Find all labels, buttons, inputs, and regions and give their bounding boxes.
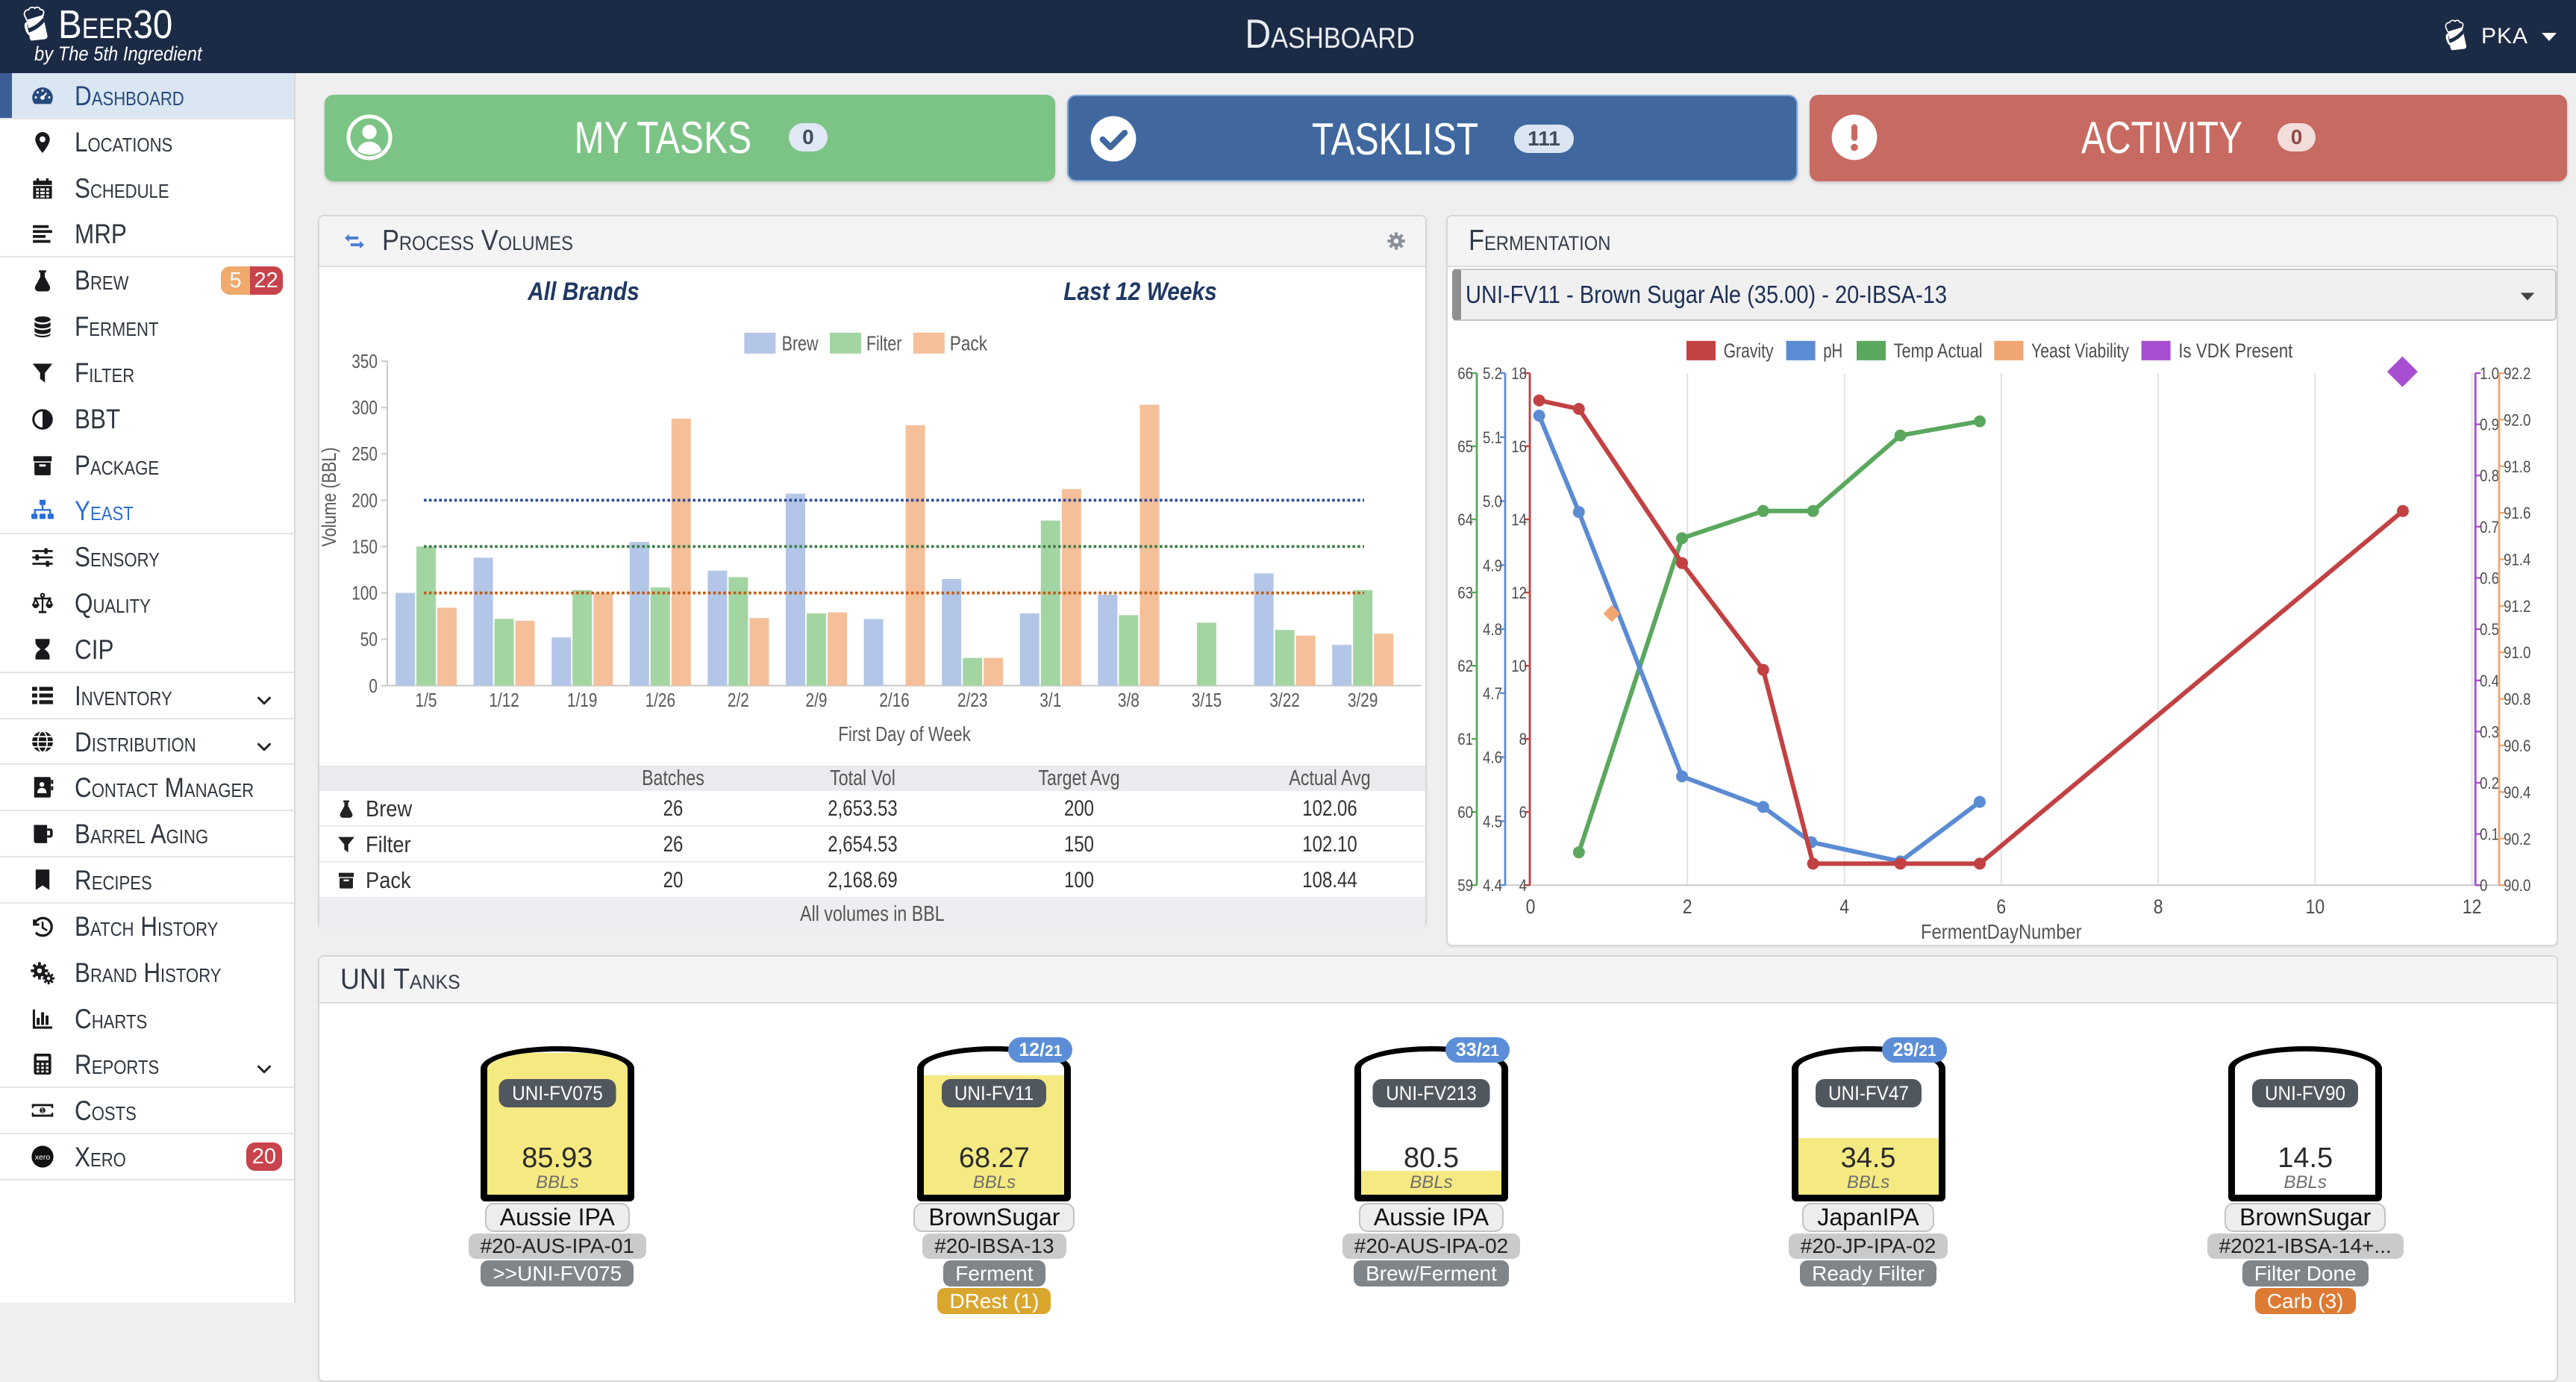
svg-text:4.8: 4.8 xyxy=(1483,620,1502,639)
svg-text:0.7: 0.7 xyxy=(2480,518,2499,537)
svg-text:3/15: 3/15 xyxy=(1192,689,1222,711)
svg-text:5.0: 5.0 xyxy=(1483,493,1502,511)
svg-text:0.8: 0.8 xyxy=(2480,466,2499,485)
svg-text:91.4: 91.4 xyxy=(2504,551,2530,569)
svg-text:Yeast Viability: Yeast Viability xyxy=(2031,340,2129,362)
svg-text:4.4: 4.4 xyxy=(1483,876,1502,895)
svg-text:6: 6 xyxy=(1996,895,2006,918)
svg-text:18: 18 xyxy=(1511,364,1527,383)
svg-text:0.5: 0.5 xyxy=(2480,620,2499,639)
svg-text:pH: pH xyxy=(1823,340,1842,362)
svg-text:2/9: 2/9 xyxy=(806,689,828,711)
svg-text:12: 12 xyxy=(2463,895,2482,918)
svg-text:1/5: 1/5 xyxy=(416,689,437,711)
svg-text:xero: xero xyxy=(35,1153,51,1162)
svg-text:90.8: 90.8 xyxy=(2504,690,2530,709)
svg-text:3/8: 3/8 xyxy=(1118,689,1139,711)
svg-text:1/26: 1/26 xyxy=(645,689,675,711)
svg-text:92.0: 92.0 xyxy=(2504,410,2530,429)
svg-text:0.6: 0.6 xyxy=(2480,569,2499,587)
svg-text:0.3: 0.3 xyxy=(2480,722,2499,741)
svg-text:1.0: 1.0 xyxy=(2480,364,2499,383)
svg-text:0.9: 0.9 xyxy=(2480,416,2499,434)
svg-text:2/16: 2/16 xyxy=(879,689,909,711)
svg-text:91.0: 91.0 xyxy=(2504,643,2530,662)
svg-text:66: 66 xyxy=(1457,364,1473,383)
svg-text:4.5: 4.5 xyxy=(1483,812,1502,831)
svg-text:Last 12 Weeks: Last 12 Weeks xyxy=(1063,278,1217,306)
svg-text:8: 8 xyxy=(1519,730,1527,748)
svg-text:Pack: Pack xyxy=(950,332,988,355)
svg-text:0.1: 0.1 xyxy=(2480,825,2499,844)
svg-text:All Brands: All Brands xyxy=(527,278,639,306)
svg-text:91.6: 91.6 xyxy=(2504,504,2530,522)
svg-text:2/23: 2/23 xyxy=(957,689,987,711)
svg-text:14: 14 xyxy=(1511,510,1527,529)
svg-text:63: 63 xyxy=(1457,584,1473,602)
svg-text:5.1: 5.1 xyxy=(1483,428,1502,447)
svg-text:150: 150 xyxy=(351,535,378,557)
svg-text:350: 350 xyxy=(351,350,378,372)
svg-text:0.4: 0.4 xyxy=(2480,672,2499,690)
svg-text:200: 200 xyxy=(351,489,378,511)
svg-text:3/1: 3/1 xyxy=(1040,689,1061,711)
svg-text:100: 100 xyxy=(351,582,378,604)
svg-text:92.2: 92.2 xyxy=(2504,364,2530,383)
svg-text:Gravity: Gravity xyxy=(1724,340,1774,362)
svg-text:3/22: 3/22 xyxy=(1269,689,1299,711)
svg-text:5.2: 5.2 xyxy=(1483,364,1502,383)
svg-text:10: 10 xyxy=(2306,895,2325,918)
svg-text:61: 61 xyxy=(1457,730,1473,748)
svg-text:10: 10 xyxy=(1511,657,1527,675)
svg-text:Filter: Filter xyxy=(866,332,901,355)
svg-text:4: 4 xyxy=(1839,895,1849,918)
svg-text:250: 250 xyxy=(351,443,378,465)
svg-text:Volume (BBL): Volume (BBL) xyxy=(319,447,340,546)
svg-text:90.0: 90.0 xyxy=(2504,876,2530,895)
svg-text:60: 60 xyxy=(1457,803,1473,822)
svg-text:First Day of Week: First Day of Week xyxy=(838,722,971,745)
svg-text:Is VDK Present: Is VDK Present xyxy=(2178,340,2293,362)
svg-text:Brew: Brew xyxy=(782,332,819,355)
svg-text:2: 2 xyxy=(1683,895,1692,918)
svg-text:1/12: 1/12 xyxy=(489,689,519,711)
svg-text:FermentDayNumber: FermentDayNumber xyxy=(1921,920,2082,943)
svg-text:90.4: 90.4 xyxy=(2504,783,2530,801)
svg-text:8: 8 xyxy=(2154,895,2163,918)
svg-text:90.2: 90.2 xyxy=(2504,830,2530,848)
svg-text:4.6: 4.6 xyxy=(1483,748,1502,767)
svg-text:16: 16 xyxy=(1511,437,1527,456)
svg-text:1: 1 xyxy=(41,1107,45,1114)
svg-text:300: 300 xyxy=(351,396,378,419)
svg-text:12: 12 xyxy=(1511,584,1527,602)
svg-text:1/19: 1/19 xyxy=(567,689,597,711)
svg-text:0: 0 xyxy=(2480,876,2487,895)
svg-text:0.2: 0.2 xyxy=(2480,774,2499,792)
svg-text:65: 65 xyxy=(1457,437,1473,456)
svg-text:2/2: 2/2 xyxy=(728,689,749,711)
svg-text:59: 59 xyxy=(1457,876,1473,895)
svg-text:4: 4 xyxy=(1519,876,1527,895)
svg-text:0: 0 xyxy=(1526,895,1536,918)
svg-text:64: 64 xyxy=(1457,510,1473,529)
svg-text:Temp Actual: Temp Actual xyxy=(1894,340,1983,362)
svg-text:62: 62 xyxy=(1457,657,1473,675)
svg-text:4.7: 4.7 xyxy=(1483,684,1502,703)
svg-text:3/29: 3/29 xyxy=(1348,689,1378,711)
svg-text:0: 0 xyxy=(369,675,378,697)
svg-text:6: 6 xyxy=(1519,803,1527,822)
svg-text:50: 50 xyxy=(360,628,378,651)
svg-text:4.9: 4.9 xyxy=(1483,556,1502,575)
svg-text:91.2: 91.2 xyxy=(2504,597,2530,616)
svg-text:91.8: 91.8 xyxy=(2504,457,2530,476)
svg-text:90.6: 90.6 xyxy=(2504,737,2530,755)
